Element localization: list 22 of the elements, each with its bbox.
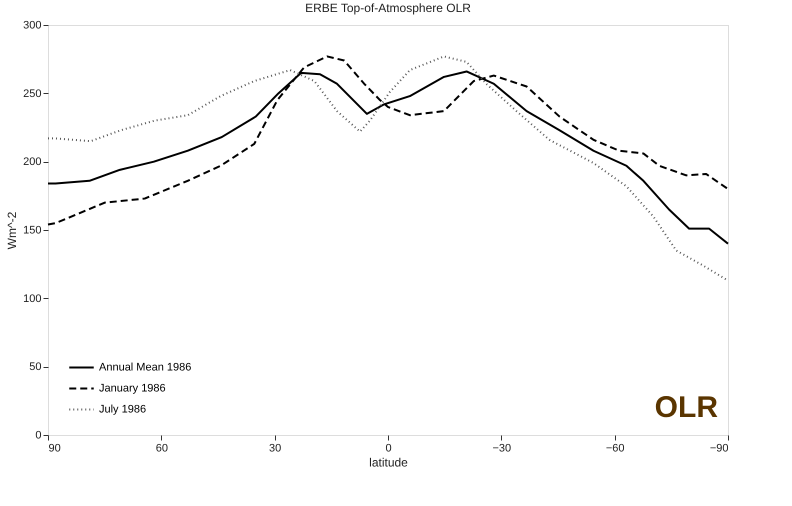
y-tick-label: 150 xyxy=(23,224,42,236)
legend-label: Annual Mean 1986 xyxy=(99,362,192,374)
x-tick-label: 90 xyxy=(48,442,61,454)
y-tick-label: 250 xyxy=(23,88,42,100)
legend-label: January 1986 xyxy=(99,382,166,394)
y-tick-label: 50 xyxy=(29,361,42,374)
y-tick-label: 100 xyxy=(23,292,42,305)
x-axis-title: latitude xyxy=(369,456,408,470)
chart-title: ERBE Top-of-Atmosphere OLR xyxy=(305,1,472,15)
x-tick-label: −90 xyxy=(710,442,728,454)
x-tick-label: −30 xyxy=(492,442,512,454)
x-tick-label: −60 xyxy=(606,442,625,454)
y-tick-label: 200 xyxy=(23,156,42,168)
line-series xyxy=(47,55,729,282)
x-tick-label: 0 xyxy=(385,442,392,454)
y-tick-label: 300 xyxy=(23,20,42,32)
y-tick-label: 0 xyxy=(35,430,42,442)
x-tick-label: 60 xyxy=(156,442,168,454)
annotation: OLR xyxy=(654,391,718,424)
x-tick-label: 30 xyxy=(269,442,282,454)
legend-label: July 1986 xyxy=(99,404,146,416)
y-axis-title: Wm^-2 xyxy=(5,211,20,250)
